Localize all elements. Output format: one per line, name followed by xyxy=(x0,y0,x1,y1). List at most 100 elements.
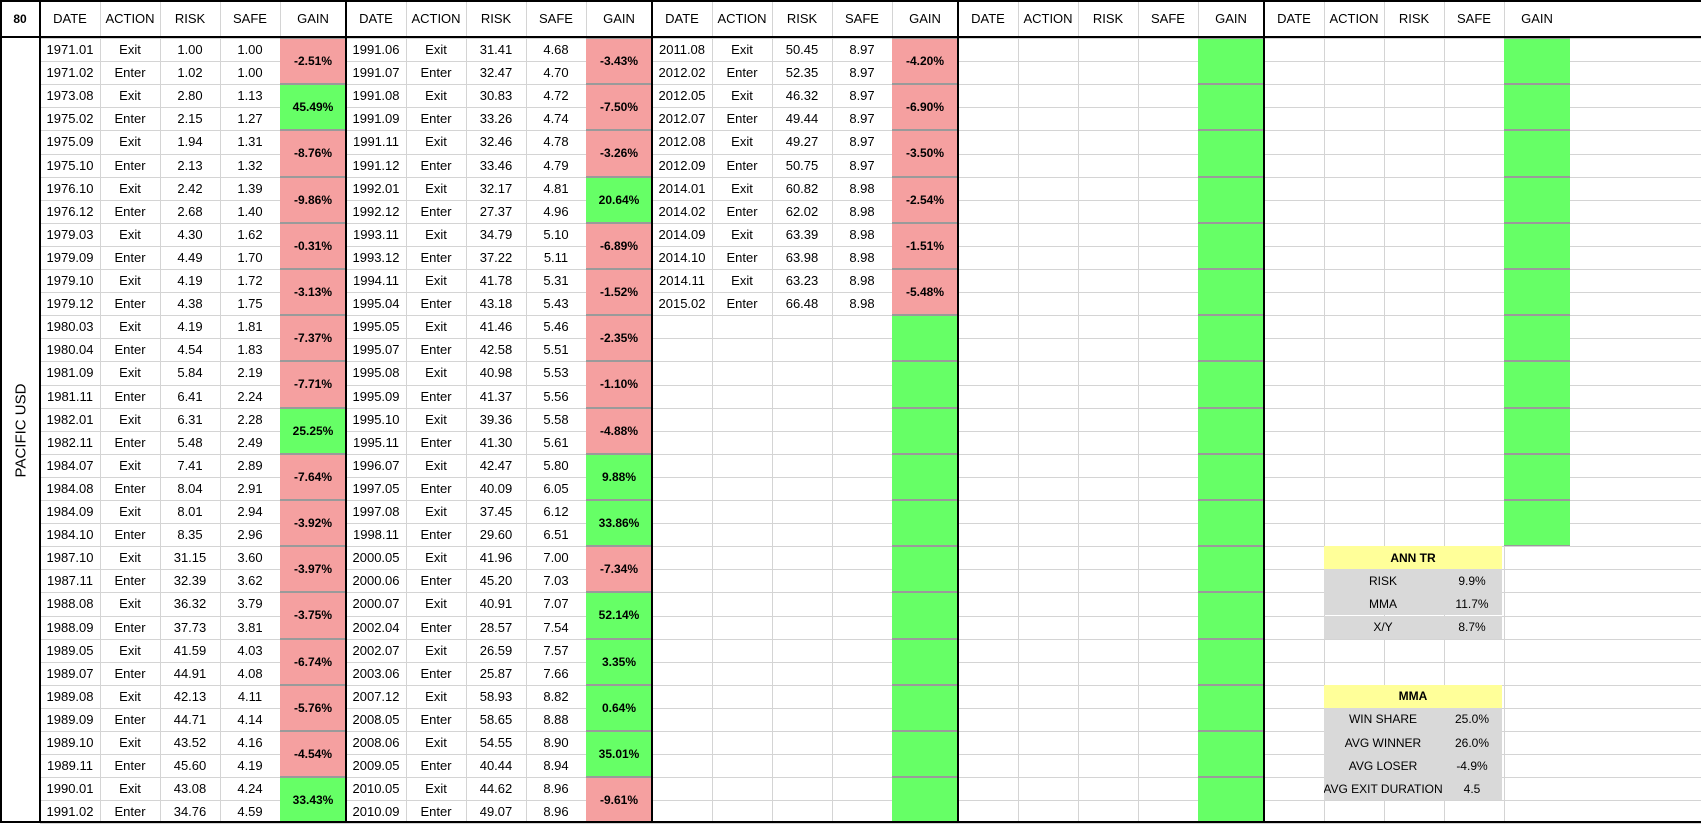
cell-action[interactable]: Enter xyxy=(420,388,452,404)
cell-risk[interactable]: 44.91 xyxy=(173,665,207,681)
cell-risk[interactable]: 41.96 xyxy=(479,550,513,566)
cell-date[interactable]: 1982.01 xyxy=(46,411,94,427)
cell-safe[interactable]: 8.94 xyxy=(543,758,569,774)
cell-action[interactable]: Exit xyxy=(119,273,141,289)
cell-action[interactable]: Enter xyxy=(420,65,452,81)
cell-date[interactable]: 1995.09 xyxy=(352,388,400,404)
cell-risk[interactable]: 37.45 xyxy=(479,504,513,520)
cell-date[interactable]: 1991.08 xyxy=(352,88,400,104)
cell-safe[interactable]: 4.70 xyxy=(543,65,569,81)
gain-cell[interactable]: -4.54% xyxy=(280,731,346,778)
cell-risk[interactable]: 46.32 xyxy=(785,88,819,104)
cell-date[interactable]: 1997.08 xyxy=(352,504,400,520)
cell-safe[interactable]: 7.54 xyxy=(543,619,569,635)
cell-safe[interactable]: 4.14 xyxy=(237,711,263,727)
cell-risk[interactable]: 44.71 xyxy=(173,711,207,727)
cell-risk[interactable]: 49.27 xyxy=(785,134,819,150)
cell-date[interactable]: 1995.11 xyxy=(352,434,400,450)
cell-date[interactable]: 1994.11 xyxy=(352,273,400,289)
cell-date[interactable]: 1990.01 xyxy=(46,781,94,797)
cell-safe[interactable]: 8.88 xyxy=(543,711,569,727)
cell-action[interactable]: Enter xyxy=(114,434,146,450)
cell-risk[interactable]: 4.49 xyxy=(177,249,203,265)
cell-action[interactable]: Enter xyxy=(114,665,146,681)
cell-risk[interactable]: 41.78 xyxy=(479,273,513,289)
gain-cell[interactable] xyxy=(1504,176,1570,223)
gain-cell[interactable] xyxy=(1504,38,1570,85)
cell-action[interactable]: Enter xyxy=(114,804,146,820)
cell-action[interactable]: Enter xyxy=(420,203,452,219)
cell-action[interactable]: Exit xyxy=(425,642,447,658)
cell-risk[interactable]: 50.45 xyxy=(785,42,819,58)
cell-risk[interactable]: 5.84 xyxy=(177,365,203,381)
cell-action[interactable]: Enter xyxy=(114,758,146,774)
cell-action[interactable]: Enter xyxy=(420,342,452,358)
gain-cell[interactable]: 9.88% xyxy=(586,453,652,500)
cell-date[interactable]: 1992.01 xyxy=(352,180,400,196)
cell-date[interactable]: 2002.07 xyxy=(352,642,400,658)
cell-risk[interactable]: 41.30 xyxy=(479,434,513,450)
cell-action[interactable]: Enter xyxy=(114,711,146,727)
cell-safe[interactable]: 7.00 xyxy=(543,550,569,566)
cell-action[interactable]: Enter xyxy=(726,65,758,81)
cell-date[interactable]: 2010.05 xyxy=(352,781,400,797)
cell-safe[interactable]: 1.39 xyxy=(237,180,263,196)
cell-safe[interactable]: 5.56 xyxy=(543,388,569,404)
gain-cell[interactable]: 3.35% xyxy=(586,638,652,685)
cell-safe[interactable]: 2.19 xyxy=(237,365,263,381)
cell-safe[interactable]: 8.98 xyxy=(849,180,875,196)
cell-date[interactable]: 1991.11 xyxy=(352,134,400,150)
header-risk[interactable]: RISK xyxy=(786,11,818,26)
cell-date[interactable]: 2014.10 xyxy=(658,249,706,265)
cell-risk[interactable]: 42.13 xyxy=(173,688,207,704)
gain-cell[interactable] xyxy=(1198,361,1264,408)
cell-safe[interactable]: 4.81 xyxy=(543,180,569,196)
cell-safe[interactable]: 1.27 xyxy=(237,111,263,127)
gain-cell[interactable] xyxy=(1504,500,1570,547)
header-gain[interactable]: GAIN xyxy=(1215,11,1247,26)
cell-safe[interactable]: 1.81 xyxy=(237,319,263,335)
cell-action[interactable]: Enter xyxy=(726,296,758,312)
header-action[interactable]: ACTION xyxy=(105,11,155,26)
cell-date[interactable]: 1980.03 xyxy=(46,319,94,335)
cell-safe[interactable]: 3.60 xyxy=(237,550,263,566)
cell-safe[interactable]: 5.11 xyxy=(543,249,569,265)
cell-safe[interactable]: 8.97 xyxy=(849,65,875,81)
cell-risk[interactable]: 45.20 xyxy=(479,573,513,589)
gain-cell[interactable]: -2.51% xyxy=(280,38,346,85)
cell-risk[interactable]: 4.19 xyxy=(177,319,203,335)
cell-risk[interactable]: 42.58 xyxy=(479,342,513,358)
cell-action[interactable]: Enter xyxy=(420,111,452,127)
cell-safe[interactable]: 5.80 xyxy=(543,457,569,473)
cell-safe[interactable]: 8.97 xyxy=(849,42,875,58)
gain-cell[interactable]: -4.88% xyxy=(586,407,652,454)
header-action[interactable]: ACTION xyxy=(717,11,767,26)
cell-date[interactable]: 1991.07 xyxy=(352,65,400,81)
gain-cell[interactable]: -7.71% xyxy=(280,361,346,408)
cell-date[interactable]: 1993.12 xyxy=(352,249,400,265)
cell-date[interactable]: 1979.10 xyxy=(46,273,94,289)
cell-safe[interactable]: 8.97 xyxy=(849,157,875,173)
cell-risk[interactable]: 31.15 xyxy=(173,550,207,566)
cell-action[interactable]: Enter xyxy=(114,480,146,496)
cell-safe[interactable]: 1.00 xyxy=(237,65,263,81)
cell-risk[interactable]: 2.13 xyxy=(177,157,203,173)
cell-safe[interactable]: 3.81 xyxy=(237,619,263,635)
cell-risk[interactable]: 34.76 xyxy=(173,804,207,820)
gain-cell[interactable]: -7.34% xyxy=(586,546,652,593)
cell-safe[interactable]: 2.94 xyxy=(237,504,263,520)
cell-action[interactable]: Enter xyxy=(420,619,452,635)
cell-date[interactable]: 2011.08 xyxy=(658,42,706,58)
cell-date[interactable]: 1995.04 xyxy=(352,296,400,312)
cell-date[interactable]: 2014.02 xyxy=(658,203,706,219)
cell-date[interactable]: 1989.07 xyxy=(46,665,94,681)
gain-cell[interactable]: -9.61% xyxy=(586,777,652,824)
cell-date[interactable]: 2008.06 xyxy=(352,735,400,751)
gain-cell[interactable] xyxy=(1198,130,1264,177)
cell-risk[interactable]: 27.37 xyxy=(479,203,513,219)
gain-cell[interactable]: 0.64% xyxy=(586,684,652,731)
cell-action[interactable]: Exit xyxy=(731,42,753,58)
gain-cell[interactable] xyxy=(1504,453,1570,500)
cell-date[interactable]: 2014.11 xyxy=(658,273,706,289)
gain-cell[interactable]: -6.89% xyxy=(586,222,652,269)
